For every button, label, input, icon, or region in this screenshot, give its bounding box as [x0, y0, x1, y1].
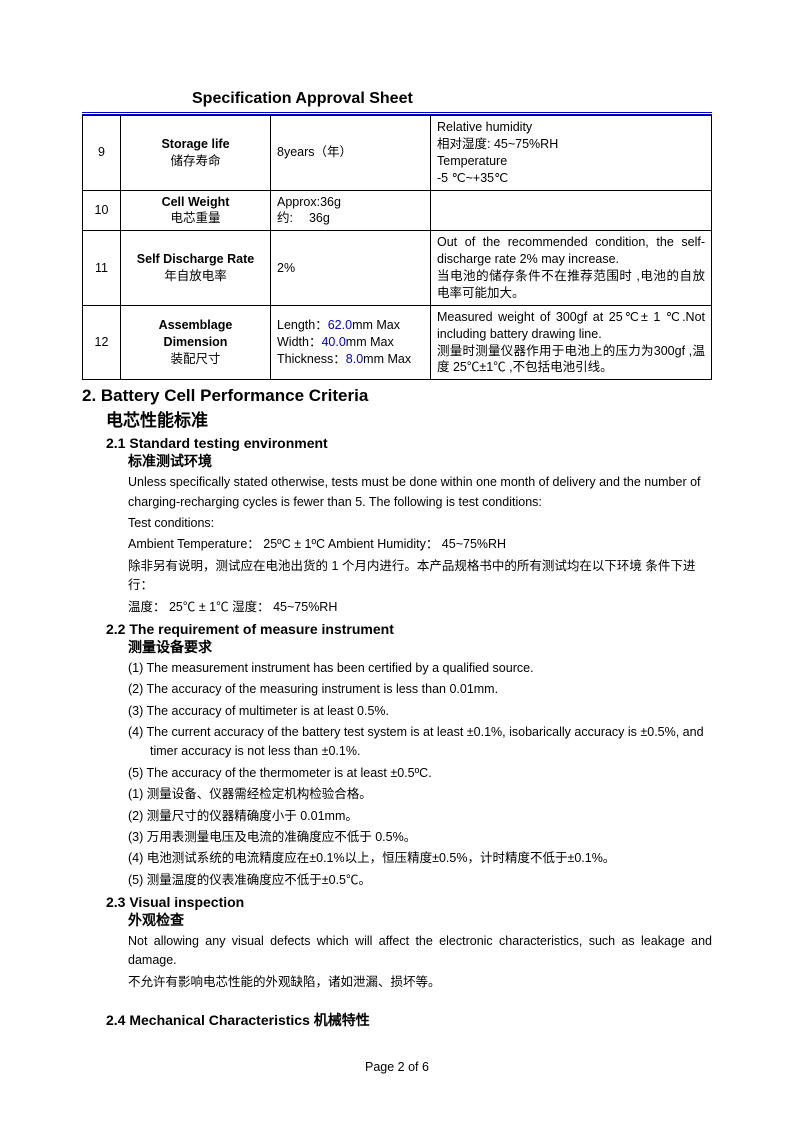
row-name-cn: 储存寿命 [170, 154, 220, 168]
row-num: 10 [83, 190, 121, 231]
row-note: Out of the recommended condition, the se… [431, 231, 712, 306]
dim-width-label: Width： [277, 335, 321, 349]
section-2-2-list-cn: (1) 测量设备、仪器需经检定机构检验合格。 (2) 测量尺寸的仪器精确度小于 … [128, 785, 712, 890]
list-item: (4) 电池测试系统的电流精度应在±0.1%以上，恒压精度±0.5%，计时精度不… [128, 849, 712, 868]
row-num: 9 [83, 116, 121, 191]
list-item: (2) The accuracy of the measuring instru… [128, 680, 712, 699]
row-name-cn: 年自放电率 [164, 269, 227, 283]
row-value: 8years（年） [271, 116, 431, 191]
list-item: (3) 万用表测量电压及电流的准确度应不低于 0.5%。 [128, 828, 712, 847]
section-2-2-list-en: (1) The measurement instrument has been … [128, 659, 712, 783]
row-name: Self Discharge Rate 年自放电率 [121, 231, 271, 306]
row-note: Relative humidity 相对湿度: 45~75%RH Tempera… [431, 116, 712, 191]
section-2-1-p3: Ambient Temperature： 25ºC ± 1ºC Ambient … [128, 535, 712, 554]
section-2-4-heading: 2.4 Mechanical Characteristics 机械特性 [106, 1010, 712, 1030]
section-2-3-p2: 不允许有影响电芯性能的外观缺陷，诸如泄漏、损坏等。 [128, 973, 712, 992]
row-value: Approx:36g 约: 36g [271, 190, 431, 231]
table-row: 11 Self Discharge Rate 年自放电率 2% Out of t… [83, 231, 712, 306]
page-title: Specification Approval Sheet [192, 90, 712, 108]
dim-thk-label: Thickness： [277, 352, 346, 366]
list-item: (4) The current accuracy of the battery … [128, 723, 712, 762]
row-name-en: Cell Weight [162, 195, 230, 209]
dim-length-label: Length： [277, 318, 328, 332]
dim-length-val: 62.0 [328, 318, 352, 332]
row-name-en: Self Discharge Rate [137, 252, 254, 266]
section-2-1-p1: Unless specifically stated otherwise, te… [128, 473, 712, 512]
list-item: (2) 测量尺寸的仪器精确度小于 0.01mm。 [128, 807, 712, 826]
section-2-1-heading: 2.1 Standard testing environment [106, 435, 712, 451]
row-num: 12 [83, 305, 121, 380]
row-value: 2% [271, 231, 431, 306]
list-item: (3) The accuracy of multimeter is at lea… [128, 702, 712, 721]
section-2-2-heading: 2.2 The requirement of measure instrumen… [106, 621, 712, 637]
row-name-cn: 电芯重量 [170, 211, 220, 225]
row-note [431, 190, 712, 231]
table-row: 9 Storage life 储存寿命 8years（年） Relative h… [83, 116, 712, 191]
row-name: Assemblage Dimension 装配尺寸 [121, 305, 271, 380]
list-item: (5) The accuracy of the thermometer is a… [128, 764, 712, 783]
table-row: 10 Cell Weight 电芯重量 Approx:36g 约: 36g [83, 190, 712, 231]
dim-length-unit: mm Max [352, 318, 400, 332]
list-item: (5) 测量温度的仪表准确度应不低于±0.5℃。 [128, 871, 712, 890]
section-2-heading-cn: 电芯性能标准 [106, 406, 712, 431]
row-name-en: Storage life [161, 137, 229, 151]
list-item: (1) 测量设备、仪器需经检定机构检验合格。 [128, 785, 712, 804]
row-name: Cell Weight 电芯重量 [121, 190, 271, 231]
row-value: Length：62.0mm Max Width：40.0mm Max Thick… [271, 305, 431, 380]
row-name: Storage life 储存寿命 [121, 116, 271, 191]
list-item: (1) The measurement instrument has been … [128, 659, 712, 678]
page-footer: Page 2 of 6 [0, 1060, 794, 1074]
spec-table: 9 Storage life 储存寿命 8years（年） Relative h… [82, 115, 712, 380]
dim-width-val: 40.0 [321, 335, 345, 349]
row-num: 11 [83, 231, 121, 306]
section-2-2-heading-cn: 测量设备要求 [128, 637, 712, 657]
section-2-3-p1: Not allowing any visual defects which wi… [128, 932, 712, 971]
row-name-en: Assemblage Dimension [159, 318, 233, 349]
row-note: Measured weight of 300gf at 25℃± 1 ℃.Not… [431, 305, 712, 380]
section-2-1-p5: 温度： 25℃ ± 1℃ 湿度： 45~75%RH [128, 598, 712, 617]
dim-width-unit: mm Max [346, 335, 394, 349]
section-2-3-heading: 2.3 Visual inspection [106, 894, 712, 910]
page: Specification Approval Sheet 9 Storage l… [0, 0, 794, 1122]
dim-thk-unit: mm Max [363, 352, 411, 366]
section-2-heading: 2. Battery Cell Performance Criteria [82, 386, 712, 406]
section-2-3-heading-cn: 外观检查 [128, 910, 712, 930]
table-row: 12 Assemblage Dimension 装配尺寸 Length：62.0… [83, 305, 712, 380]
section-2-1-heading-cn: 标准测试环境 [128, 451, 712, 471]
section-2-1-p4: 除非另有说明，测试应在电池出货的 1 个月内进行。本产品规格书中的所有测试均在以… [128, 557, 712, 596]
row-name-cn: 装配尺寸 [170, 352, 220, 366]
section-2-1-p2: Test conditions: [128, 514, 712, 533]
dim-thk-val: 8.0 [346, 352, 363, 366]
